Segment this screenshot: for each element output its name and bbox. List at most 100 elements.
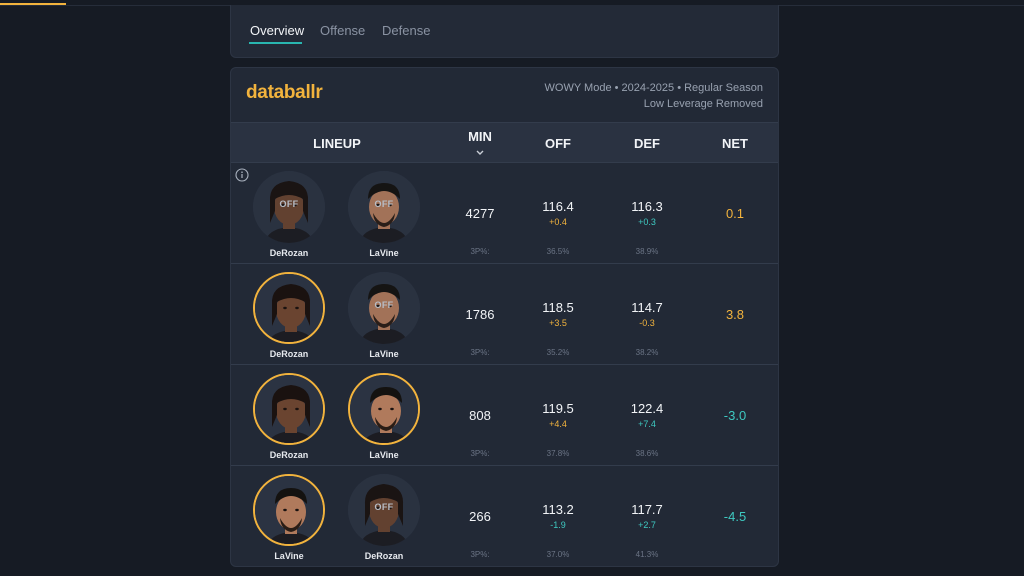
net-value: -3.0 [723, 408, 747, 423]
net-cell: -3.0 [705, 408, 765, 423]
avatar [253, 272, 325, 344]
player-2[interactable]: OFF LaVine [348, 272, 420, 359]
min-sub-label: 3P%: [470, 348, 490, 357]
player-name: LaVine [274, 551, 304, 561]
table-row[interactable]: DeRozan LaVine 808 3P%: 119.5 +4.4 37.8% 122.4 +… [231, 365, 778, 466]
def-cell: 122.4 +7.4 [617, 401, 677, 429]
off-value: 116.4 [542, 199, 574, 214]
off-sub-value: 35.2% [546, 348, 570, 357]
off-value: 119.5 [542, 401, 574, 416]
player-1[interactable]: LaVine [253, 474, 325, 561]
player-name: LaVine [369, 450, 399, 460]
player-2[interactable]: LaVine [348, 373, 420, 460]
table-header: LINEUP MIN OFF DEF NET [231, 122, 778, 163]
player-name: LaVine [369, 248, 399, 258]
net-cell: 3.8 [705, 307, 765, 322]
def-delta: +2.7 [638, 520, 656, 530]
mode-line-2: Low Leverage Removed [643, 98, 763, 110]
min-value: 1786 [465, 307, 495, 322]
off-cell: 116.4 +0.4 [528, 199, 588, 227]
column-header-lineup[interactable]: LINEUP [313, 136, 361, 151]
player-name: DeRozan [269, 248, 309, 258]
def-cell: 114.7 -0.3 [617, 300, 677, 328]
off-status-label: OFF [374, 502, 394, 512]
min-value: 4277 [465, 206, 495, 221]
min-sub-label: 3P%: [470, 449, 490, 458]
player-1[interactable]: DeRozan [253, 373, 325, 460]
column-header-min[interactable]: MIN [468, 129, 492, 144]
tab-offense[interactable]: Offense [320, 23, 366, 38]
info-icon[interactable] [235, 168, 249, 182]
avatar: OFF [348, 272, 420, 344]
def-value: 122.4 [630, 401, 664, 416]
off-value: 113.2 [542, 502, 574, 517]
off-delta: -1.9 [550, 520, 566, 530]
off-value: 118.5 [542, 300, 574, 315]
min-cell: 266 [450, 509, 510, 524]
mode-line-1: WOWY Mode • 2024-2025 • Regular Season [544, 82, 763, 94]
net-value: 3.8 [725, 307, 745, 322]
off-delta: +3.5 [549, 318, 567, 328]
def-value: 114.7 [631, 300, 663, 315]
min-value: 266 [469, 509, 491, 524]
min-sub-label: 3P%: [470, 550, 490, 559]
off-delta: +4.4 [549, 419, 567, 429]
table-row[interactable]: DeRozan OFF LaVine 1786 3P%: 118.5 +3.5 35.2% 11… [231, 264, 778, 365]
player-name: DeRozan [269, 450, 309, 460]
min-value: 808 [469, 408, 491, 423]
def-delta: +7.4 [638, 419, 656, 429]
player-name: DeRozan [364, 551, 404, 561]
off-status-label: OFF [374, 199, 394, 209]
def-sub-value: 38.6% [635, 449, 659, 458]
player-name: LaVine [369, 349, 399, 359]
net-cell: -4.5 [705, 509, 765, 524]
off-cell: 118.5 +3.5 [528, 300, 588, 328]
chevron-down-icon[interactable] [475, 149, 485, 157]
min-sub-label: 3P%: [470, 247, 490, 256]
avatar [348, 373, 420, 445]
player-1[interactable]: OFF DeRozan [253, 171, 325, 258]
def-sub-value: 41.3% [635, 550, 659, 559]
mode-description: WOWY Mode • 2024-2025 • Regular Season L… [545, 80, 763, 112]
avatar [253, 474, 325, 546]
net-value: -4.5 [723, 509, 747, 524]
avatar: OFF [253, 171, 325, 243]
column-header-off[interactable]: OFF [545, 136, 571, 151]
avatar: OFF [348, 474, 420, 546]
tab-defense[interactable]: Defense [382, 23, 431, 38]
def-delta: +0.3 [638, 217, 656, 227]
off-cell: 113.2 -1.9 [528, 502, 588, 530]
net-value: 0.1 [725, 206, 745, 221]
player-1[interactable]: DeRozan [253, 272, 325, 359]
table-row[interactable]: LaVine OFF DeRozan 266 3P%: 113.2 -1.9 37.0% 117… [231, 466, 778, 566]
player-2[interactable]: OFF DeRozan [348, 474, 420, 561]
off-sub-value: 37.8% [546, 449, 570, 458]
off-status-label: OFF [374, 300, 394, 310]
off-sub-value: 37.0% [546, 550, 570, 559]
min-cell: 808 [450, 408, 510, 423]
def-value: 116.3 [631, 199, 663, 214]
column-header-net[interactable]: NET [722, 136, 748, 151]
wowy-card: databallr WOWY Mode • 2024-2025 • Regula… [230, 67, 779, 567]
net-cell: 0.1 [705, 206, 765, 221]
def-cell: 117.7 +2.7 [617, 502, 677, 530]
min-cell: 1786 [450, 307, 510, 322]
tab-overview[interactable]: Overview [250, 23, 305, 38]
off-status-label: OFF [279, 199, 299, 209]
min-cell: 4277 [450, 206, 510, 221]
player-2[interactable]: OFF LaVine [348, 171, 420, 258]
brand-logo: databallr [246, 82, 323, 103]
active-tab-underline [249, 42, 302, 44]
off-delta: +0.4 [549, 217, 567, 227]
def-cell: 116.3 +0.3 [617, 199, 677, 227]
def-sub-value: 38.2% [635, 348, 659, 357]
top-nav-active-indicator [0, 3, 66, 5]
off-sub-value: 36.5% [546, 247, 570, 256]
tabs-card: Overview Offense Defense [230, 5, 779, 58]
table-row[interactable]: OFF DeRozan OFF LaVine 4277 3P%: 116.4 +0.4 36.5… [231, 163, 778, 264]
avatar: OFF [348, 171, 420, 243]
player-name: DeRozan [269, 349, 309, 359]
def-delta: -0.3 [639, 318, 655, 328]
column-header-def[interactable]: DEF [634, 136, 660, 151]
def-value: 117.7 [631, 502, 663, 517]
